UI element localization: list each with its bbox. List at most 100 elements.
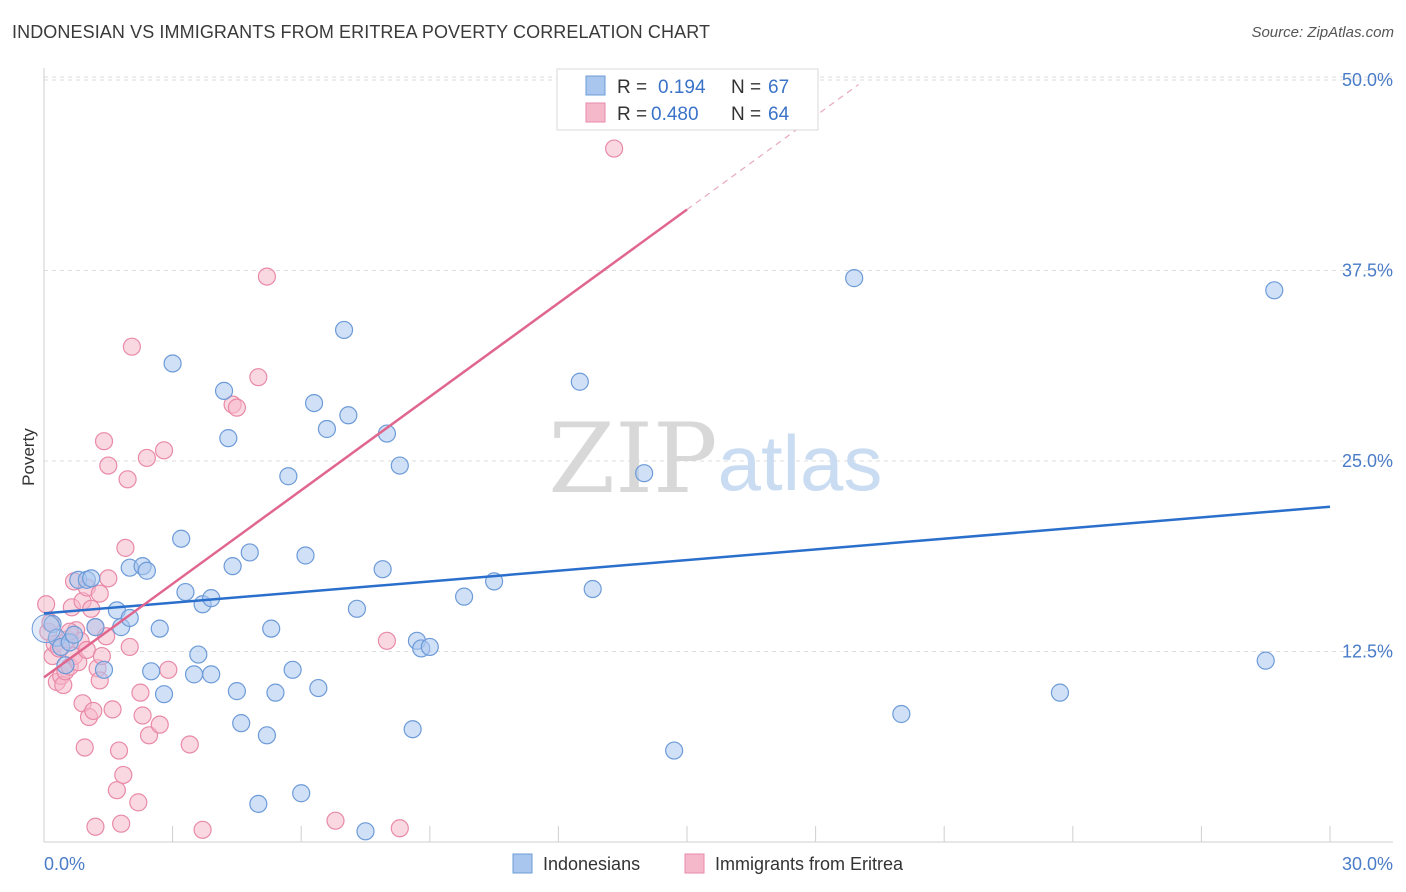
indonesian-point-8 xyxy=(82,569,101,588)
eritrea-point-34 xyxy=(99,569,118,588)
series-legend: Indonesians Immigrants from Eritrea xyxy=(512,853,904,874)
legend-r-label-1: R = xyxy=(617,77,647,98)
indonesian-point-45 xyxy=(334,320,354,340)
indonesian-point-46 xyxy=(339,406,358,425)
correlation-legend: R = 0.194 N = 67 R = 0.480 N = 64 xyxy=(556,68,819,131)
indonesian-point-38 xyxy=(279,467,298,486)
y-tick-label-0: 12.5% xyxy=(1342,642,1393,662)
eritrea-point-59 xyxy=(390,819,409,838)
y-tick-label-1: 25.0% xyxy=(1342,451,1393,471)
legend-swatch-blue xyxy=(585,75,606,96)
eritrea-point-25 xyxy=(84,701,103,721)
indonesian-point-30 xyxy=(223,557,242,576)
indonesian-point-62 xyxy=(845,269,864,288)
y-tick-label-2: 37.5% xyxy=(1342,261,1393,281)
indonesian-point-23 xyxy=(184,665,204,684)
eritrea-point-30 xyxy=(90,584,109,603)
legend-n-value-1: 67 xyxy=(768,77,789,98)
indonesian-point-48 xyxy=(356,822,375,841)
indonesian-point-66 xyxy=(1265,281,1284,300)
eritrea-point-36 xyxy=(107,781,126,800)
indonesian-point-60 xyxy=(635,464,654,483)
indonesian-point-52 xyxy=(403,720,422,739)
eritrea-point-57 xyxy=(326,811,345,830)
eritrea-point-41 xyxy=(118,470,137,489)
indonesian-point-63 xyxy=(892,704,911,724)
eritrea-point-62 xyxy=(605,139,624,158)
indonesian-point-56 xyxy=(454,587,474,606)
chart-title: INDONESIAN VS IMMIGRANTS FROM ERITREA PO… xyxy=(12,22,711,42)
indonesian-point-20 xyxy=(163,354,182,373)
indonesian-point-19 xyxy=(154,685,174,704)
indonesian-point-47 xyxy=(347,599,367,618)
eritrea-trend-line xyxy=(43,208,688,679)
eritrea-point-31 xyxy=(94,432,114,451)
legend-r-label-2: R = xyxy=(617,104,647,125)
eritrea-point-20 xyxy=(75,738,94,757)
eritrea-point-56 xyxy=(257,267,277,286)
eritrea-point-48 xyxy=(150,715,169,734)
indonesian-point-39 xyxy=(283,660,302,679)
x-tick-label-max: 30.0% xyxy=(1342,854,1393,874)
indonesian-point-61 xyxy=(665,741,684,760)
indonesian-point-18 xyxy=(150,619,169,638)
y-tick-label-3: 50.0% xyxy=(1342,70,1393,90)
eritrea-point-61 xyxy=(133,706,152,725)
bottom-legend-swatch-blue xyxy=(512,853,533,874)
indonesian-point-9 xyxy=(86,618,105,637)
legend-n-label-2: N = xyxy=(731,104,761,125)
eritrea-point-33 xyxy=(99,456,118,475)
indonesian-point-65 xyxy=(1256,651,1275,670)
indonesian-point-35 xyxy=(257,726,277,745)
eritrea-point-50 xyxy=(159,660,178,679)
indonesian-point-51 xyxy=(390,456,409,475)
eritrea-point-40 xyxy=(116,538,135,557)
indonesian-point-34 xyxy=(249,794,268,814)
indonesian-point-22 xyxy=(176,582,195,602)
indonesian-point-55 xyxy=(420,637,439,657)
indonesian-point-40 xyxy=(292,784,311,803)
eritrea-point-38 xyxy=(112,814,131,833)
indonesian-point-3 xyxy=(56,656,75,675)
indonesian-point-49 xyxy=(373,560,392,579)
indonesian-trend-line xyxy=(43,505,1331,615)
legend-swatch-pink xyxy=(585,102,606,123)
indonesian-point-16 xyxy=(137,561,156,580)
bottom-legend-indonesians: Indonesians xyxy=(543,854,640,874)
eritrea-point-46 xyxy=(137,448,156,468)
grid-lines xyxy=(44,76,1393,652)
eritrea-point-0 xyxy=(37,595,56,614)
indonesian-point-58 xyxy=(570,372,589,391)
watermark: ZIP atlas xyxy=(548,403,882,515)
indonesian-point-21 xyxy=(172,529,191,548)
indonesian-point-64 xyxy=(1050,683,1070,702)
eritrea-point-52 xyxy=(193,820,212,839)
eritrea-trend-extension xyxy=(686,84,859,211)
eritrea-point-45 xyxy=(131,683,150,702)
eritrea-point-39 xyxy=(114,765,133,785)
indonesian-point-43 xyxy=(309,678,328,698)
watermark-atlas: atlas xyxy=(718,419,883,507)
indonesian-point-13 xyxy=(120,608,139,628)
legend-r-value-2: 0.480 xyxy=(651,104,699,125)
eritrea-point-35 xyxy=(103,700,122,719)
trend-lines xyxy=(43,84,1331,679)
eritrea-point-51 xyxy=(180,735,199,754)
indonesian-point-31 xyxy=(227,682,246,701)
indonesian-point-44 xyxy=(317,419,337,439)
indonesian-point-5 xyxy=(64,625,84,644)
legend-n-label-1: N = xyxy=(731,77,761,98)
indonesian-point-17 xyxy=(142,662,161,681)
watermark-zip: ZIP xyxy=(548,403,717,515)
indonesian-point-29 xyxy=(219,429,238,448)
eritrea-point-60 xyxy=(86,817,105,836)
eritrea-point-44 xyxy=(129,793,148,812)
y-tick-labels: 12.5% 25.0% 37.5% 50.0% xyxy=(1342,70,1393,662)
eritrea-point-58 xyxy=(377,631,397,650)
eritrea-point-37 xyxy=(109,741,129,760)
indonesian-point-27 xyxy=(202,665,221,684)
eritrea-point-54 xyxy=(227,398,246,417)
eritrea-point-49 xyxy=(154,441,174,460)
indonesian-point-24 xyxy=(189,645,208,664)
